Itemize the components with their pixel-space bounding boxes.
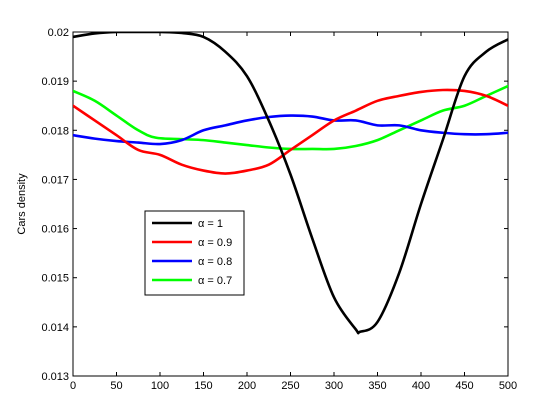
- x-tick-label: 450: [455, 380, 473, 392]
- x-tick-label: 500: [499, 380, 517, 392]
- y-tick-label: 0.018: [41, 125, 69, 137]
- legend-label: α = 0.9: [198, 237, 232, 249]
- y-axis-label: Cars density: [16, 173, 28, 235]
- x-tick-label: 50: [110, 380, 122, 392]
- y-tick-label: 0.019: [41, 76, 69, 88]
- x-tick-label: 200: [238, 380, 256, 392]
- y-tick-label: 0.02: [48, 27, 69, 39]
- plot-area: [72, 31, 509, 377]
- legend: α = 1 α = 0.9 α = 0.8 α = 0.7: [144, 210, 245, 296]
- y-tick-label: 0.016: [41, 224, 69, 236]
- series-line-2: [73, 114, 508, 146]
- series-line-0: [73, 32, 508, 335]
- series-layer: [73, 32, 508, 335]
- x-tick-label: 350: [368, 380, 386, 392]
- legend-label: α = 1: [198, 218, 223, 230]
- x-tick-label: 0: [70, 380, 76, 392]
- series-line-1: [73, 88, 508, 175]
- y-tick-label: 0.015: [41, 273, 69, 285]
- x-tick-label: 150: [194, 380, 212, 392]
- legend-label: α = 0.7: [198, 275, 232, 287]
- y-tick-label: 0.014: [41, 322, 69, 334]
- x-tick-label: 400: [412, 380, 430, 392]
- x-tick-label: 100: [151, 380, 169, 392]
- y-tick-label: 0.013: [41, 371, 69, 383]
- y-tick-label: 0.017: [41, 174, 69, 186]
- x-tick-label: 250: [281, 380, 299, 392]
- ticks-layer: 0 50 100 150 200 250 300 350 400 450 500 0.013 0.014…: [41, 27, 517, 392]
- x-tick-label: 300: [325, 380, 343, 392]
- legend-label: α = 0.8: [198, 256, 232, 268]
